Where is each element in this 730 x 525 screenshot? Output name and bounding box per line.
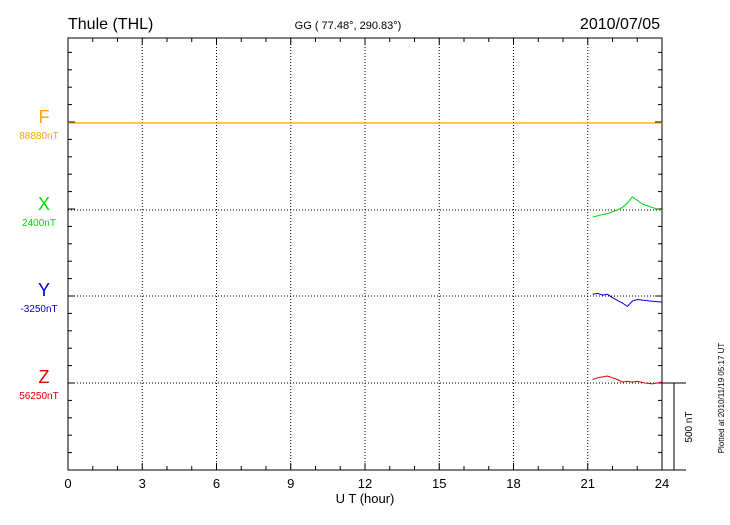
x-tick-label: 9 [287, 476, 294, 491]
series-baseline-value-f: 88880nT [19, 131, 58, 142]
scale-bar-label: 500 nT [684, 411, 695, 442]
x-tick-label: 6 [213, 476, 220, 491]
series-baseline-value-x: 2400nT [22, 218, 56, 229]
x-tick-label: 12 [358, 476, 372, 491]
series-name-x: X [38, 194, 50, 214]
grid-layer [141, 38, 589, 470]
x-tick-label: 18 [506, 476, 520, 491]
x-tick-label: 15 [432, 476, 446, 491]
series-name-z: Z [39, 367, 50, 387]
x-tick-label: 21 [581, 476, 595, 491]
series-name-y: Y [38, 280, 50, 300]
ticks-layer: 0 3 6 9 12 15 18 21 24 [64, 38, 669, 491]
x-tick-label: 3 [139, 476, 146, 491]
station-coordinates: GG ( 77.48°, 290.83°) [295, 20, 402, 32]
series-baseline-value-y: -3250nT [20, 304, 57, 315]
station-title: Thule (THL) [68, 16, 153, 33]
series-line-y [592, 292, 663, 308]
plot-date: 2010/07/05 [580, 16, 660, 33]
x-tick-label: 24 [655, 476, 669, 491]
scale-bar: 500 nT [662, 382, 695, 471]
series-line-x [592, 196, 663, 218]
series-baseline-value-z: 56250nT [19, 391, 58, 402]
plotted-timestamp: Plotted at 2010/11/19 05:17 UT [717, 343, 726, 454]
series-name-f: F [39, 107, 50, 127]
x-tick-label: 0 [64, 476, 71, 491]
label-layer: F 88880nT X 2400nT Y -3250nT Z 56250nT [19, 107, 58, 402]
x-axis-label: U T (hour) [336, 491, 395, 506]
series-line-z [592, 375, 663, 385]
series-layer [68, 122, 663, 385]
